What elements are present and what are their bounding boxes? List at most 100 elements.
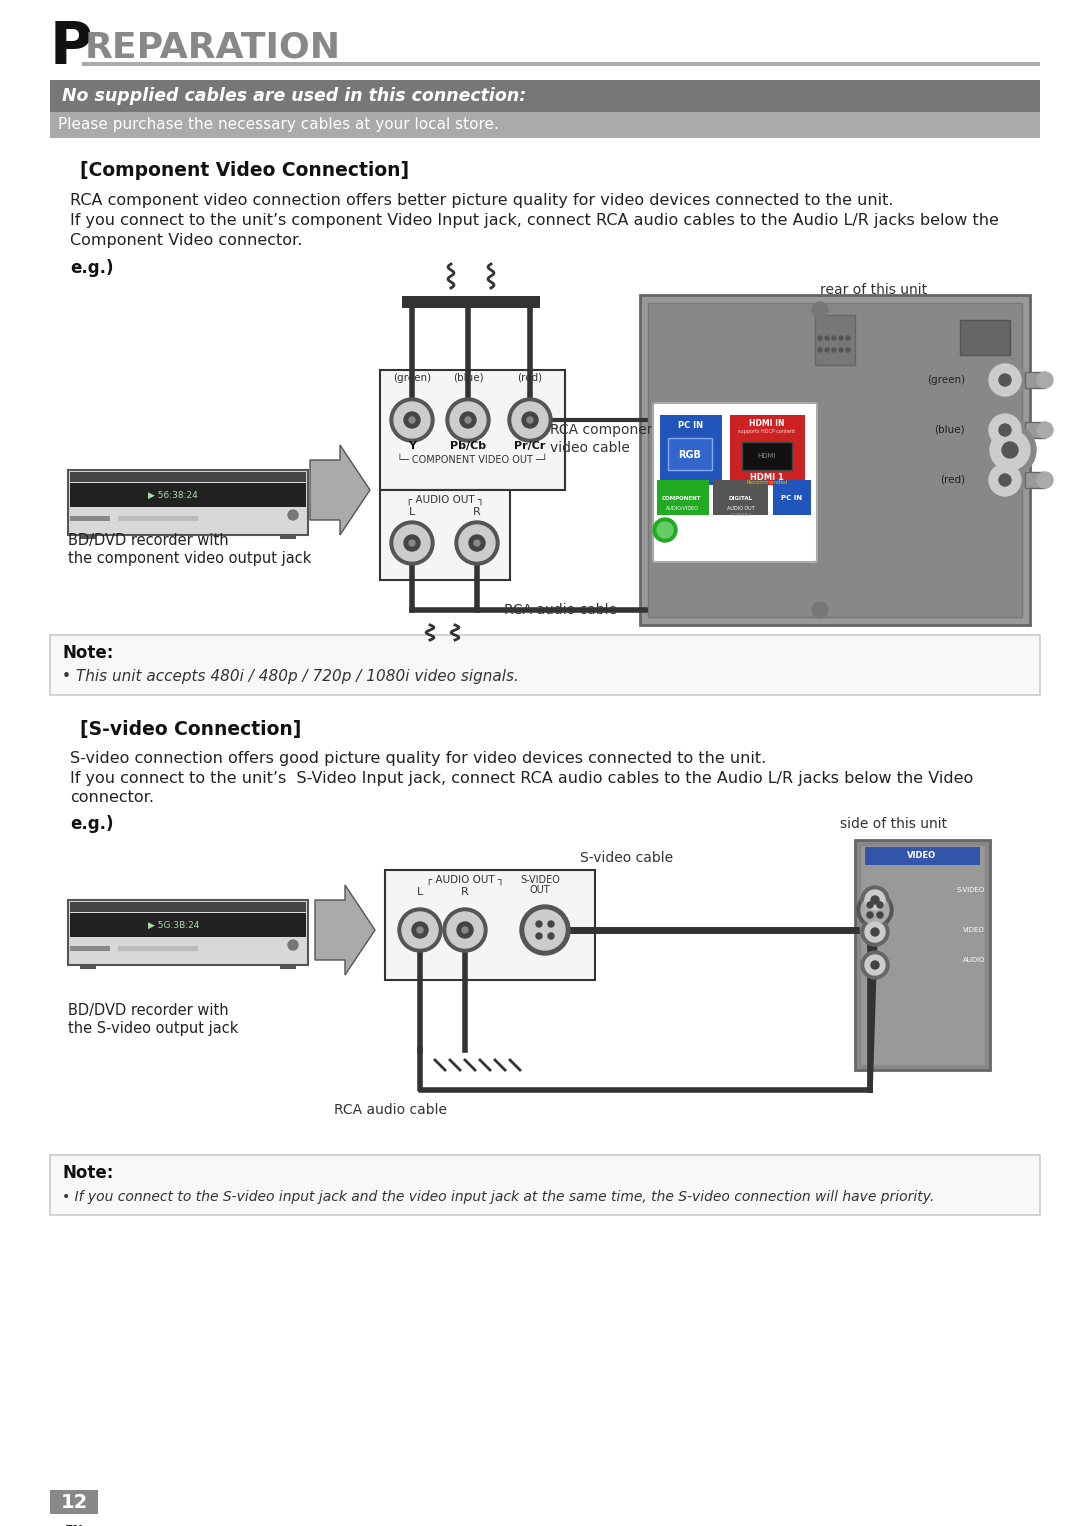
Text: [S-video Connection]: [S-video Connection] xyxy=(80,720,301,740)
Text: AUDIO/VIDEO: AUDIO/VIDEO xyxy=(665,505,699,511)
Bar xyxy=(815,314,855,365)
Text: AUDIO OUT: AUDIO OUT xyxy=(727,505,755,511)
Text: If you connect to the unit’s  S-Video Input jack, connect RCA audio cables to th: If you connect to the unit’s S-Video Inp… xyxy=(70,771,973,786)
Circle shape xyxy=(474,540,480,546)
Circle shape xyxy=(825,348,829,353)
Text: ▶ 56:38:24: ▶ 56:38:24 xyxy=(148,490,198,499)
Circle shape xyxy=(999,374,1011,386)
Text: e.g.): e.g.) xyxy=(70,259,113,278)
Text: EN: EN xyxy=(65,1523,83,1526)
Text: (red): (red) xyxy=(517,372,542,383)
Text: BD/DVD recorder with: BD/DVD recorder with xyxy=(68,533,229,548)
Circle shape xyxy=(1002,443,1018,458)
Bar xyxy=(384,870,595,980)
Circle shape xyxy=(839,348,843,353)
Circle shape xyxy=(536,922,542,926)
Text: Note:: Note: xyxy=(62,644,113,662)
Text: Pr/Cr: Pr/Cr xyxy=(514,441,545,452)
Bar xyxy=(713,481,768,514)
Circle shape xyxy=(455,520,499,565)
Circle shape xyxy=(390,398,434,443)
Text: DIGITAL: DIGITAL xyxy=(729,496,753,501)
Text: AUDIO: AUDIO xyxy=(962,957,985,963)
Bar xyxy=(82,63,1040,66)
Text: S-video cable: S-video cable xyxy=(580,852,673,865)
Text: BD/DVD recorder with: BD/DVD recorder with xyxy=(68,1003,229,1018)
Text: side of this unit: side of this unit xyxy=(840,816,947,832)
Circle shape xyxy=(867,902,873,908)
Circle shape xyxy=(657,522,673,539)
Circle shape xyxy=(861,896,889,925)
Circle shape xyxy=(1037,423,1053,438)
Circle shape xyxy=(404,536,420,551)
Circle shape xyxy=(653,517,677,542)
Text: RCA audio cable: RCA audio cable xyxy=(503,603,617,617)
Circle shape xyxy=(512,401,548,438)
Text: VIDEO: VIDEO xyxy=(963,926,985,932)
Text: RGB: RGB xyxy=(678,450,701,459)
Text: (green): (green) xyxy=(927,375,966,385)
Text: (blue): (blue) xyxy=(453,372,484,383)
Bar xyxy=(648,304,1022,617)
Text: • If you connect to the S-video input jack and the video input jack at the same : • If you connect to the S-video input ja… xyxy=(62,1190,934,1204)
Circle shape xyxy=(519,905,570,955)
Circle shape xyxy=(846,348,850,353)
Circle shape xyxy=(999,424,1011,436)
Bar xyxy=(280,964,296,969)
Circle shape xyxy=(861,919,889,946)
Text: P: P xyxy=(50,20,93,76)
Circle shape xyxy=(870,896,879,903)
Text: HDMI 1: HDMI 1 xyxy=(751,473,784,482)
Circle shape xyxy=(527,417,534,423)
Circle shape xyxy=(459,525,495,562)
Text: OUT: OUT xyxy=(529,885,551,896)
Text: Note:: Note: xyxy=(62,1164,113,1183)
Text: 12: 12 xyxy=(60,1492,87,1511)
FancyBboxPatch shape xyxy=(653,403,816,562)
Circle shape xyxy=(870,961,879,969)
Text: HDMI IN: HDMI IN xyxy=(750,418,785,427)
Circle shape xyxy=(394,525,430,562)
Circle shape xyxy=(548,922,554,926)
Circle shape xyxy=(1037,372,1053,388)
Bar xyxy=(50,635,1040,694)
Circle shape xyxy=(818,348,822,353)
Bar xyxy=(50,1489,98,1514)
Text: If you connect to the unit’s component Video Input jack, connect RCA audio cable: If you connect to the unit’s component V… xyxy=(70,212,999,227)
Text: RCA audio cable: RCA audio cable xyxy=(334,1103,446,1117)
Text: supports HDCP content: supports HDCP content xyxy=(739,429,796,435)
Circle shape xyxy=(999,475,1011,485)
Circle shape xyxy=(399,908,442,952)
Text: S-VIDEO: S-VIDEO xyxy=(957,887,985,893)
Text: (COAXIAL): (COAXIAL) xyxy=(730,513,752,517)
Circle shape xyxy=(402,913,438,948)
Text: (green): (green) xyxy=(393,372,431,383)
Circle shape xyxy=(447,913,483,948)
Circle shape xyxy=(469,536,485,551)
Bar xyxy=(280,534,296,539)
Bar xyxy=(118,946,198,951)
Bar xyxy=(773,481,811,514)
Polygon shape xyxy=(315,885,375,975)
Bar xyxy=(742,443,792,470)
Bar xyxy=(80,534,96,539)
Polygon shape xyxy=(310,446,370,536)
Bar xyxy=(660,415,723,485)
Circle shape xyxy=(443,908,487,952)
Circle shape xyxy=(390,520,434,565)
Text: Y: Y xyxy=(408,441,416,452)
Circle shape xyxy=(865,922,885,942)
Circle shape xyxy=(409,417,415,423)
Circle shape xyxy=(525,909,565,951)
Text: Please purchase the necessary cables at your local store.: Please purchase the necessary cables at … xyxy=(58,118,499,133)
Text: video cable: video cable xyxy=(550,441,630,455)
Bar xyxy=(1025,423,1045,438)
Text: REPARATION: REPARATION xyxy=(85,31,341,66)
Bar xyxy=(1025,472,1045,488)
Circle shape xyxy=(861,887,889,914)
Bar xyxy=(50,79,1040,111)
Circle shape xyxy=(404,412,420,427)
Circle shape xyxy=(394,401,430,438)
Text: ┌ AUDIO OUT ┐: ┌ AUDIO OUT ┐ xyxy=(426,874,504,885)
Text: L: L xyxy=(409,507,415,517)
